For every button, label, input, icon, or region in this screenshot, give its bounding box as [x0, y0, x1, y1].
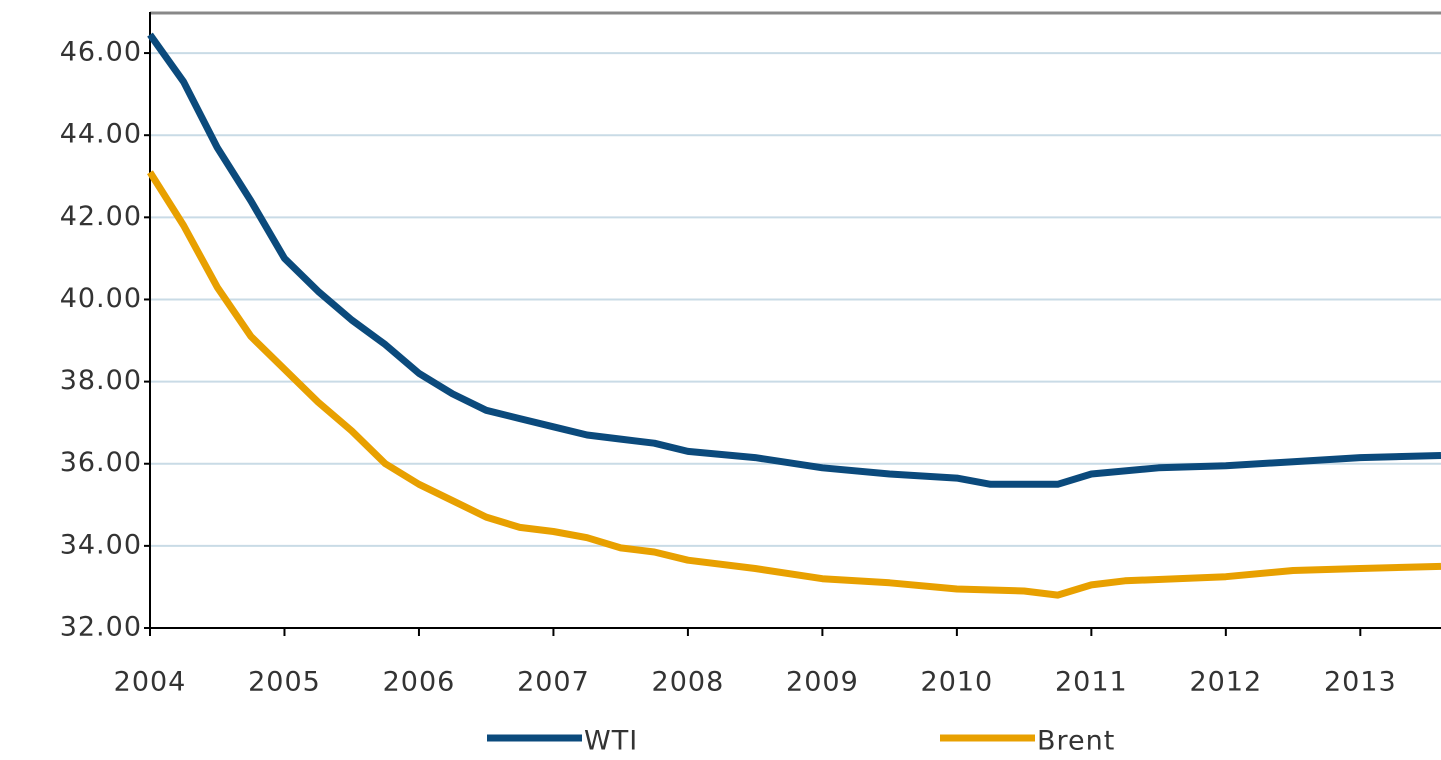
y-tick-label: 34.00 — [60, 529, 142, 560]
x-tick-label: 2009 — [786, 667, 859, 698]
y-tick-label: 44.00 — [60, 119, 142, 150]
x-tick-label: 2013 — [1324, 667, 1397, 698]
line — [147, 170, 1441, 599]
x-tick-label: 2010 — [921, 667, 994, 698]
y-tick-label: 36.00 — [60, 447, 142, 478]
x-tick-label: 2008 — [652, 667, 725, 698]
y-tick-label: 38.00 — [60, 365, 142, 396]
x-tick-label: 2006 — [383, 667, 456, 698]
y-tick-label: 40.00 — [60, 283, 142, 314]
x-tick-label: 2011 — [1055, 667, 1128, 698]
x-tick-label: 2005 — [248, 667, 321, 698]
y-tick-label: 42.00 — [60, 201, 142, 232]
line — [147, 32, 1441, 488]
y-tick-label: 46.00 — [60, 37, 142, 68]
legend-label: Brent — [1037, 726, 1115, 757]
y-tick-label: 32.00 — [60, 612, 142, 643]
x-tick-label: 2012 — [1189, 667, 1262, 698]
x-tick-label: 2004 — [114, 667, 187, 698]
legend-label: WTI — [584, 726, 638, 757]
x-tick-label: 2007 — [517, 667, 590, 698]
